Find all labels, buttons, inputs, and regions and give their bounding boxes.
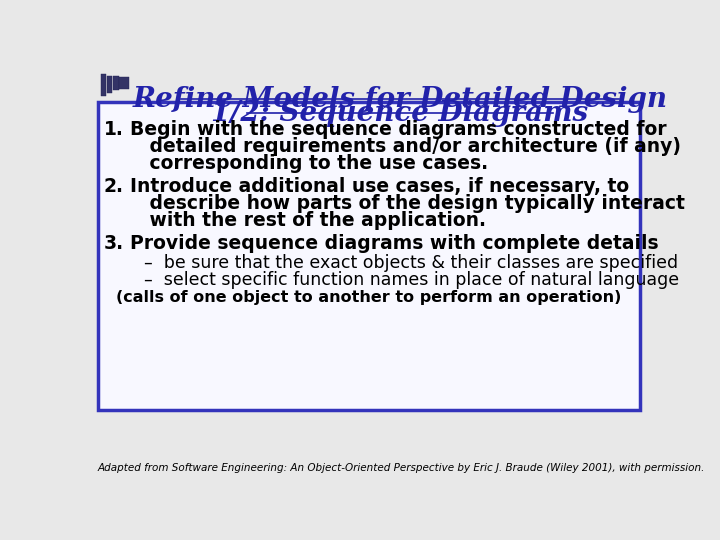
Text: –  be sure that the exact objects & their classes are specified: – be sure that the exact objects & their…: [144, 254, 678, 272]
Bar: [107, 76, 112, 92]
Text: Begin with the sequence diagrams constructed for: Begin with the sequence diagrams constru…: [130, 120, 667, 139]
Bar: [113, 76, 119, 90]
Text: corresponding to the use cases.: corresponding to the use cases.: [130, 154, 488, 173]
Text: Introduce additional use cases, if necessary, to: Introduce additional use cases, if neces…: [130, 177, 629, 196]
Text: 1.: 1.: [104, 120, 124, 139]
Text: Refine Models for Detailed Design: Refine Models for Detailed Design: [132, 86, 667, 113]
Text: detailed requirements and/or architecture (if any): detailed requirements and/or architectur…: [130, 137, 681, 156]
FancyBboxPatch shape: [98, 102, 640, 410]
Text: 1/2: Sequence Diagrams: 1/2: Sequence Diagrams: [212, 100, 588, 127]
Text: (calls of one object to another to perform an operation): (calls of one object to another to perfo…: [117, 289, 621, 305]
Text: Adapted from Software Engineering: An Object-Oriented Perspective by Eric J. Bra: Adapted from Software Engineering: An Ob…: [98, 463, 705, 473]
Bar: [120, 77, 129, 90]
Text: describe how parts of the design typically interact: describe how parts of the design typical…: [130, 194, 685, 213]
Text: with the rest of the application.: with the rest of the application.: [130, 211, 486, 230]
Text: 3.: 3.: [104, 234, 124, 253]
Text: –  select specific function names in place of natural language: – select specific function names in plac…: [144, 271, 680, 289]
Text: Provide sequence diagrams with complete details: Provide sequence diagrams with complete …: [130, 234, 659, 253]
Bar: [101, 74, 107, 96]
Text: 2.: 2.: [104, 177, 124, 196]
